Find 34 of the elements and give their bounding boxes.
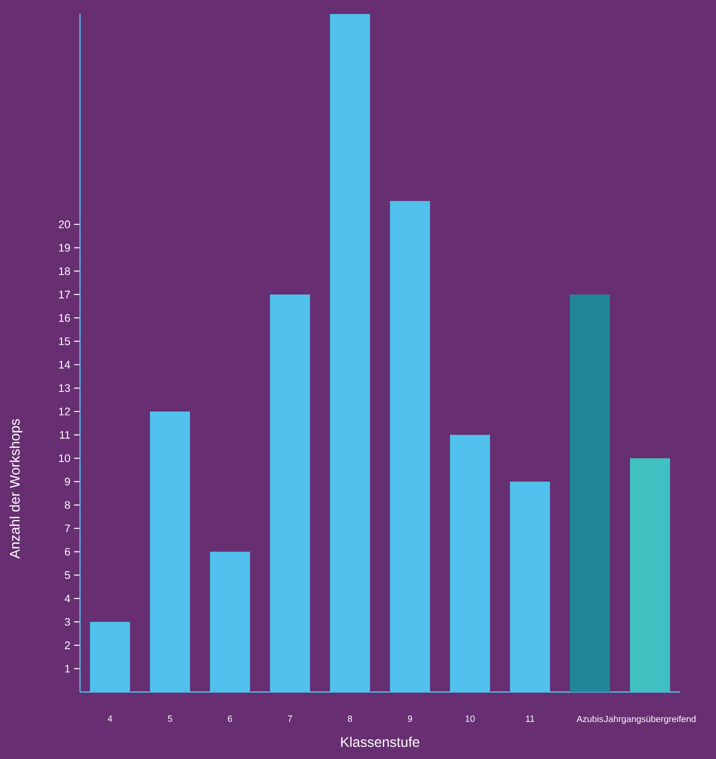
y-tick-label: 8 — [64, 501, 70, 509]
y-tick-label: 19 — [59, 244, 70, 252]
y-tick-label: 1 — [65, 664, 70, 672]
y-tick-label: 10 — [59, 454, 70, 462]
x-tick-label: 5 — [168, 716, 172, 722]
bar — [630, 458, 670, 692]
x-tick-label: 4 — [108, 716, 112, 722]
x-tick-label: 6 — [228, 716, 232, 722]
y-tick-label: 9 — [64, 478, 70, 486]
y-tick-label: 13 — [59, 384, 70, 392]
y-tick-label: 14 — [59, 360, 70, 368]
y-tick-label: 20 — [58, 220, 70, 228]
y-tick-label: 5 — [64, 571, 70, 579]
y-tick-label: 15 — [59, 337, 70, 346]
y-tick-label: 3 — [64, 618, 70, 626]
y-tick-label: 6 — [64, 548, 70, 556]
y-axis-title: Anzahl der Workshops — [9, 419, 22, 559]
y-tick-label: 12 — [59, 408, 70, 416]
y-tick-label: 7 — [64, 524, 70, 532]
y-tick-label: 2 — [64, 641, 70, 650]
y-tick-label: 16 — [59, 314, 70, 322]
x-tick-label: Jahrgangsübergreifend — [604, 716, 696, 724]
x-tick-label: 9 — [408, 716, 412, 722]
y-tick-label: 18 — [59, 267, 70, 276]
x-tick-label: 8 — [348, 716, 352, 722]
x-tick-label: 7 — [288, 716, 292, 722]
bar — [570, 294, 610, 692]
y-tick-label: 4 — [64, 594, 70, 602]
y-tick-label: 17 — [59, 290, 70, 298]
x-tick-label: Azubis — [576, 716, 604, 722]
x-tick-label: 10 — [466, 716, 475, 722]
y-tick-label: 11 — [60, 431, 70, 439]
x-axis-title: Klassenstufe — [341, 736, 420, 747]
x-tick-label: 11 — [526, 716, 534, 722]
